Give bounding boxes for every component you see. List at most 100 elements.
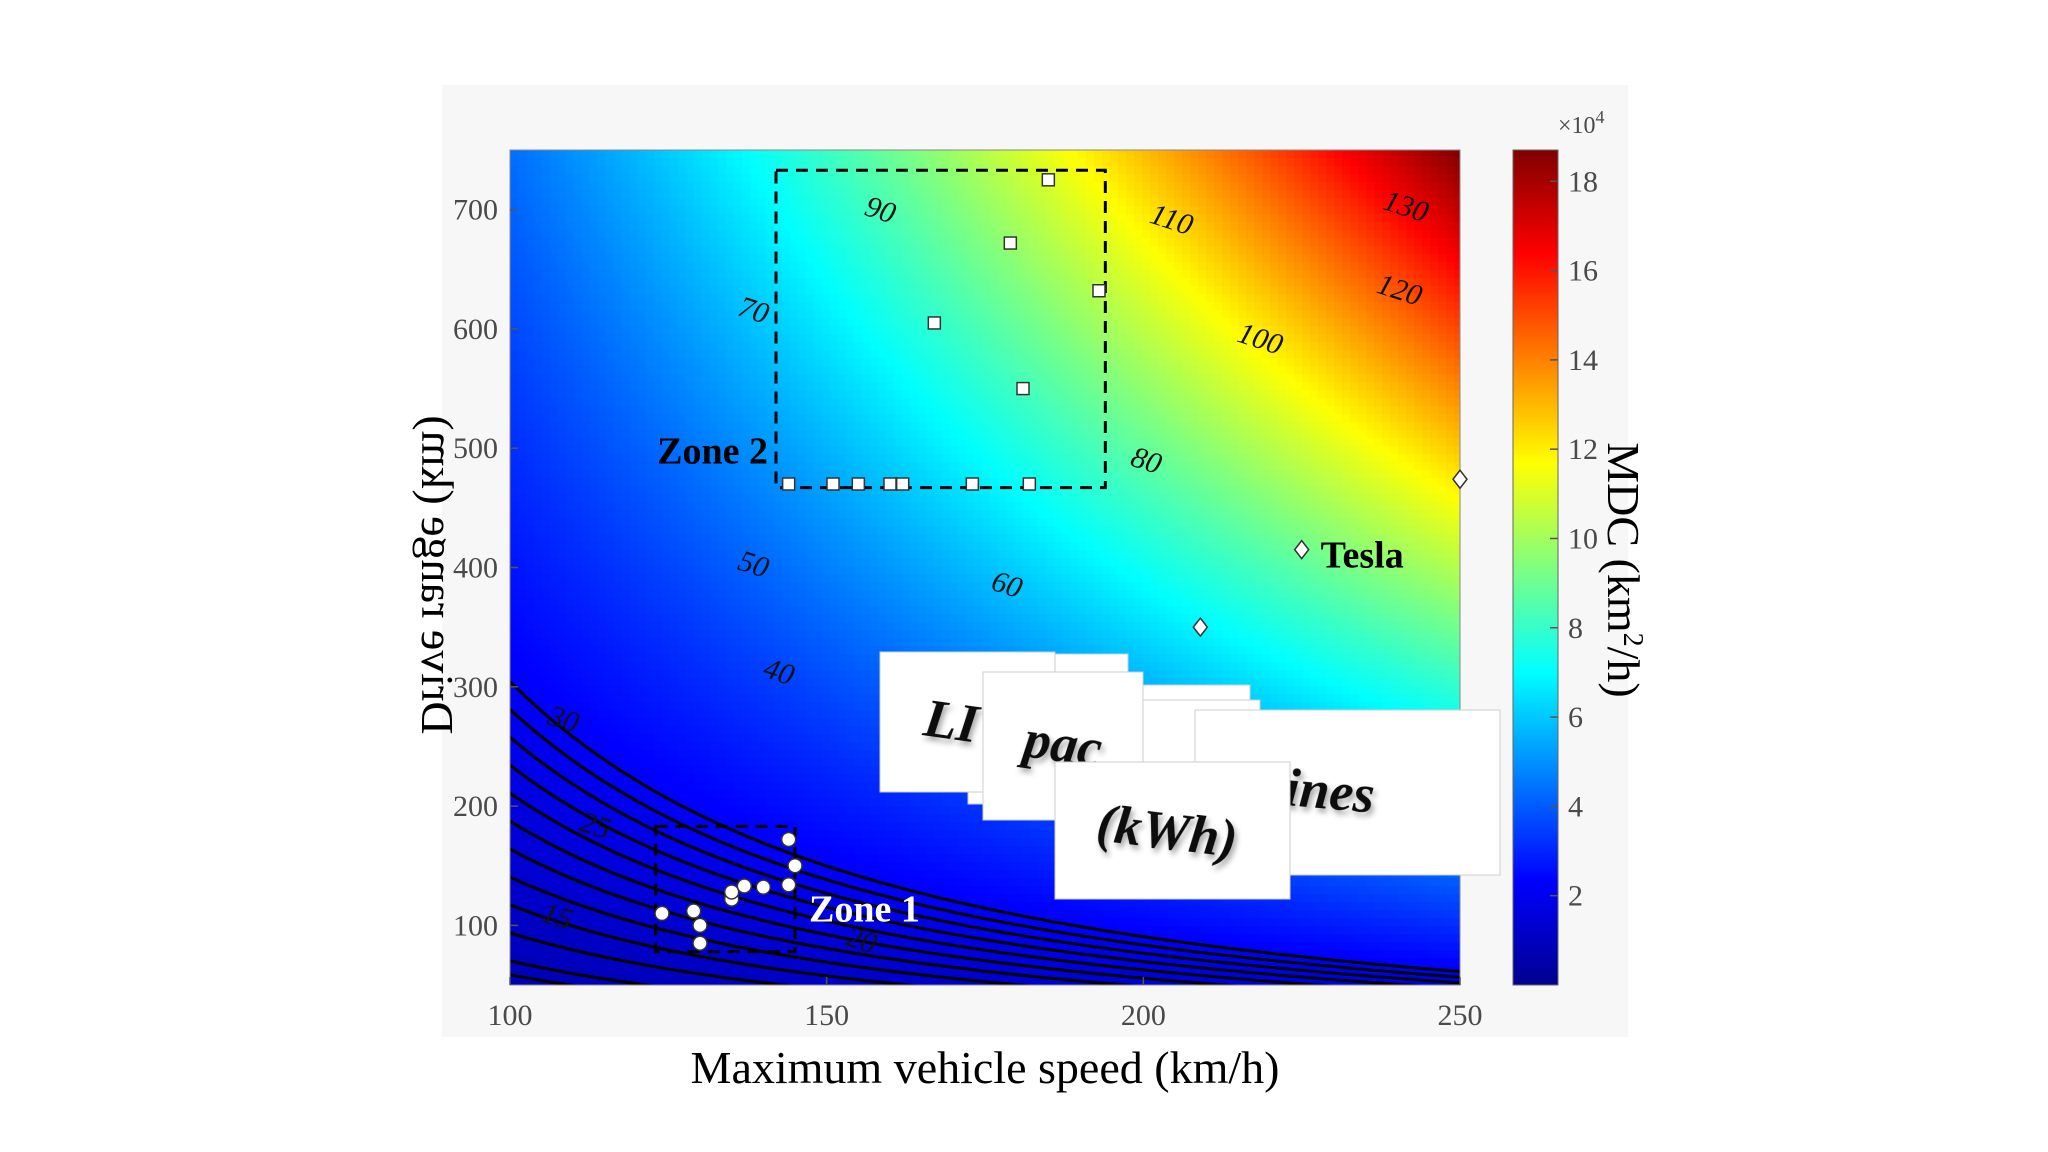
- heatmap-cell: [750, 878, 759, 887]
- heatmap-cell: [662, 310, 671, 319]
- heatmap-cell: [830, 966, 839, 975]
- heatmap-cell: [526, 438, 535, 447]
- heatmap-cell: [806, 774, 815, 783]
- heatmap-cell: [742, 726, 751, 735]
- heatmap-cell: [870, 454, 879, 463]
- heatmap-cell: [678, 510, 687, 519]
- heatmap-cell: [830, 574, 839, 583]
- heatmap-cell: [854, 262, 863, 271]
- heatmap-cell: [710, 198, 719, 207]
- heatmap-cell: [670, 830, 679, 839]
- heatmap-cell: [854, 526, 863, 535]
- heatmap-cell: [726, 406, 735, 415]
- heatmap-cell: [758, 430, 767, 439]
- heatmap-cell: [822, 654, 831, 663]
- heatmap-cell: [646, 318, 655, 327]
- heatmap-cell: [798, 982, 807, 985]
- heatmap-cell: [806, 894, 815, 903]
- heatmap-cell: [678, 158, 687, 167]
- heatmap-cell: [646, 574, 655, 583]
- heatmap-cell: [870, 870, 879, 879]
- heatmap-cell: [806, 950, 815, 959]
- heatmap-cell: [558, 510, 567, 519]
- heatmap-cell: [830, 310, 839, 319]
- heatmap-cell: [766, 478, 775, 487]
- heatmap-cell: [814, 966, 823, 975]
- heatmap-cell: [534, 822, 543, 831]
- heatmap-cell: [726, 398, 735, 407]
- heatmap-cell: [718, 542, 727, 551]
- heatmap-cell: [510, 294, 519, 303]
- heatmap-cell: [750, 574, 759, 583]
- heatmap-cell: [630, 158, 639, 167]
- heatmap-cell: [782, 366, 791, 375]
- heatmap-cell: [518, 758, 527, 767]
- heatmap-cell: [806, 326, 815, 335]
- heatmap-cell: [806, 318, 815, 327]
- heatmap-cell: [790, 550, 799, 559]
- heatmap-cell: [798, 206, 807, 215]
- heatmap-cell: [830, 318, 839, 327]
- heatmap-cell: [846, 902, 855, 911]
- heatmap-cell: [582, 670, 591, 679]
- heatmap-cell: [790, 958, 799, 967]
- heatmap-cell: [846, 574, 855, 583]
- heatmap-cell: [518, 966, 527, 975]
- heatmap-cell: [750, 406, 759, 415]
- heatmap-cell: [718, 894, 727, 903]
- heatmap-cell: [582, 822, 591, 831]
- heatmap-cell: [726, 342, 735, 351]
- heatmap-cell: [510, 670, 519, 679]
- heatmap-cell: [590, 414, 599, 423]
- heatmap-cell: [558, 302, 567, 311]
- heatmap-cell: [806, 174, 815, 183]
- heatmap-cell: [534, 726, 543, 735]
- heatmap-cell: [766, 238, 775, 247]
- heatmap-cell: [590, 310, 599, 319]
- heatmap-cell: [870, 422, 879, 431]
- heatmap-cell: [566, 678, 575, 687]
- heatmap-cell: [742, 422, 751, 431]
- heatmap-cell: [598, 902, 607, 911]
- heatmap-cell: [710, 150, 719, 159]
- heatmap-cell: [694, 670, 703, 679]
- heatmap-cell: [662, 494, 671, 503]
- heatmap-cell: [590, 774, 599, 783]
- heatmap-cell: [574, 758, 583, 767]
- heatmap-cell: [678, 262, 687, 271]
- heatmap-cell: [782, 262, 791, 271]
- heatmap-cell: [574, 958, 583, 967]
- heatmap-cell: [678, 670, 687, 679]
- heatmap-cell: [534, 790, 543, 799]
- heatmap-cell: [886, 214, 895, 223]
- heatmap-cell: [510, 942, 519, 951]
- heatmap-cell: [798, 150, 807, 159]
- heatmap-cell: [878, 830, 887, 839]
- heatmap-cell: [598, 862, 607, 871]
- heatmap-cell: [542, 790, 551, 799]
- heatmap-cell: [510, 534, 519, 543]
- heatmap-cell: [806, 534, 815, 543]
- heatmap-cell: [750, 886, 759, 895]
- heatmap-cell: [838, 574, 847, 583]
- heatmap-cell: [718, 150, 727, 159]
- heatmap-cell: [630, 734, 639, 743]
- heatmap-cell: [862, 270, 871, 279]
- heatmap-cell: [870, 790, 879, 799]
- heatmap-cell: [750, 974, 759, 983]
- heatmap-cell: [638, 374, 647, 383]
- heatmap-cell: [550, 830, 559, 839]
- heatmap-cell: [582, 390, 591, 399]
- heatmap-cell: [686, 350, 695, 359]
- heatmap-cell: [686, 862, 695, 871]
- heatmap-cell: [814, 694, 823, 703]
- heatmap-cell: [806, 510, 815, 519]
- heatmap-cell: [670, 806, 679, 815]
- heatmap-cell: [782, 542, 791, 551]
- heatmap-cell: [558, 190, 567, 199]
- heatmap-cell: [638, 406, 647, 415]
- heatmap-cell: [582, 222, 591, 231]
- heatmap-cell: [814, 614, 823, 623]
- heatmap-cell: [574, 622, 583, 631]
- heatmap-cell: [782, 294, 791, 303]
